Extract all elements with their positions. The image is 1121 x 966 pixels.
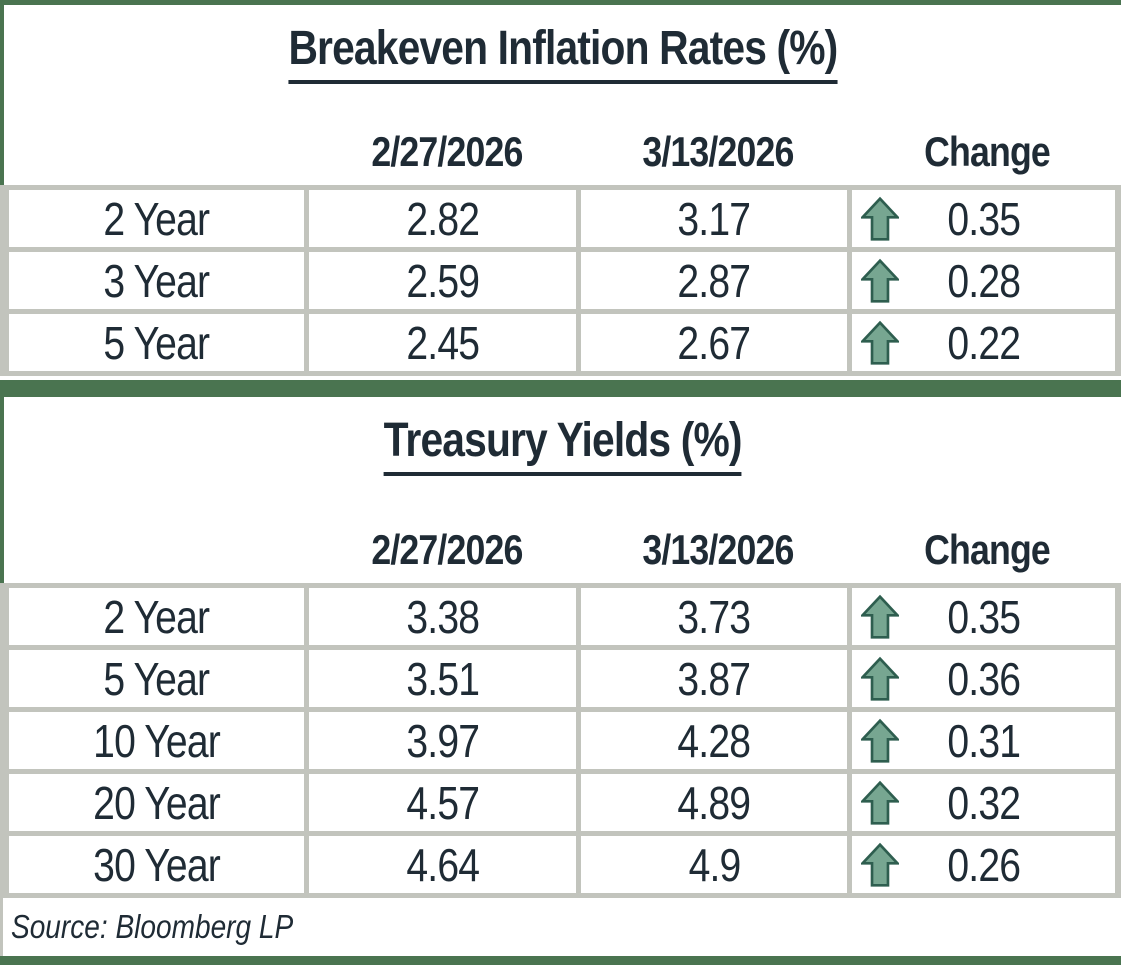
- value-cell: 3.51: [309, 650, 576, 707]
- source-label: Source: Bloomberg LP: [11, 908, 294, 945]
- value-cell: 2.87: [581, 252, 847, 309]
- value-cell: 4.89: [581, 774, 847, 831]
- change-value: 0.35: [947, 590, 1021, 643]
- change-cell: 0.26: [852, 836, 1115, 893]
- value-cell: 2.59: [309, 252, 576, 309]
- up-arrow-icon: [861, 842, 899, 888]
- value-cell: 3.87: [581, 650, 847, 707]
- value-cell: 4.9: [581, 836, 847, 893]
- value-cell: 3.38: [309, 588, 576, 645]
- value-cell: 3.17: [581, 190, 847, 247]
- change-value: 0.35: [947, 192, 1021, 245]
- value-cell: 2.82: [309, 190, 576, 247]
- up-arrow-icon: [861, 196, 899, 242]
- treasury-title-area: Treasury Yields (%) 2/27/2026 3/13/2026 …: [0, 397, 1121, 583]
- column-header-date2: 3/13/2026: [642, 128, 794, 175]
- change-value: 0.36: [947, 652, 1021, 705]
- up-arrow-icon: [861, 780, 899, 826]
- breakeven-inflation-table: Breakeven Inflation Rates (%) 2/27/2026 …: [0, 5, 1121, 376]
- change-cell: 0.32: [852, 774, 1115, 831]
- row-label-cell: 10 Year: [9, 712, 304, 769]
- top-frame-bar: [0, 0, 1121, 5]
- row-label-cell: 5 Year: [9, 314, 304, 371]
- column-header-date2: 3/13/2026: [642, 526, 794, 573]
- column-header-blank: [13, 128, 308, 176]
- bottom-frame-bar: [0, 956, 1121, 965]
- row-label-cell: 2 Year: [9, 190, 304, 247]
- row-label-cell: 20 Year: [9, 774, 304, 831]
- breakeven-title-text: Breakeven Inflation Rates (%): [288, 21, 838, 85]
- change-cell: 0.35: [852, 190, 1115, 247]
- value-cell: 3.73: [581, 588, 847, 645]
- breakeven-title-area: Breakeven Inflation Rates (%) 2/27/2026 …: [0, 5, 1121, 185]
- change-value: 0.28: [947, 254, 1021, 307]
- table-divider-bar: [0, 380, 1121, 397]
- change-value: 0.22: [947, 316, 1021, 369]
- treasury-data-grid: 2 Year 3.38 3.73 0.35 5 Year 3.51 3.87 0…: [0, 583, 1121, 898]
- change-value: 0.31: [947, 714, 1021, 767]
- treasury-yields-table: Treasury Yields (%) 2/27/2026 3/13/2026 …: [0, 397, 1121, 898]
- up-arrow-icon: [861, 320, 899, 366]
- up-arrow-icon: [861, 594, 899, 640]
- value-cell: 3.97: [309, 712, 576, 769]
- treasury-title-text: Treasury Yields (%): [383, 413, 742, 477]
- row-label-cell: 3 Year: [9, 252, 304, 309]
- column-header-change: Change: [924, 128, 1052, 175]
- column-header-change: Change: [924, 526, 1052, 573]
- treasury-table-title: Treasury Yields (%): [4, 413, 1121, 477]
- value-cell: 4.57: [309, 774, 576, 831]
- column-header-date1: 2/27/2026: [370, 526, 523, 573]
- value-cell: 2.67: [581, 314, 847, 371]
- value-cell: 2.45: [309, 314, 576, 371]
- up-arrow-icon: [861, 258, 899, 304]
- source-row: Source: Bloomberg LP: [0, 898, 1121, 956]
- breakeven-data-grid: 2 Year 2.82 3.17 0.35 3 Year 2.59 2.87 0…: [0, 185, 1121, 376]
- row-label-cell: 30 Year: [9, 836, 304, 893]
- column-header-blank: [13, 526, 308, 574]
- treasury-header-row: 2/27/2026 3/13/2026 Change: [4, 526, 1121, 574]
- row-label-cell: 2 Year: [9, 588, 304, 645]
- column-header-date1: 2/27/2026: [370, 128, 523, 175]
- change-value: 0.32: [947, 776, 1021, 829]
- change-cell: 0.36: [852, 650, 1115, 707]
- up-arrow-icon: [861, 718, 899, 764]
- change-cell: 0.31: [852, 712, 1115, 769]
- breakeven-header-row: 2/27/2026 3/13/2026 Change: [4, 128, 1121, 176]
- change-cell: 0.28: [852, 252, 1115, 309]
- row-label-cell: 5 Year: [9, 650, 304, 707]
- up-arrow-icon: [861, 656, 899, 702]
- change-cell: 0.22: [852, 314, 1115, 371]
- change-cell: 0.35: [852, 588, 1115, 645]
- change-value: 0.26: [947, 838, 1021, 891]
- value-cell: 4.64: [309, 836, 576, 893]
- value-cell: 4.28: [581, 712, 847, 769]
- breakeven-table-title: Breakeven Inflation Rates (%): [4, 21, 1121, 85]
